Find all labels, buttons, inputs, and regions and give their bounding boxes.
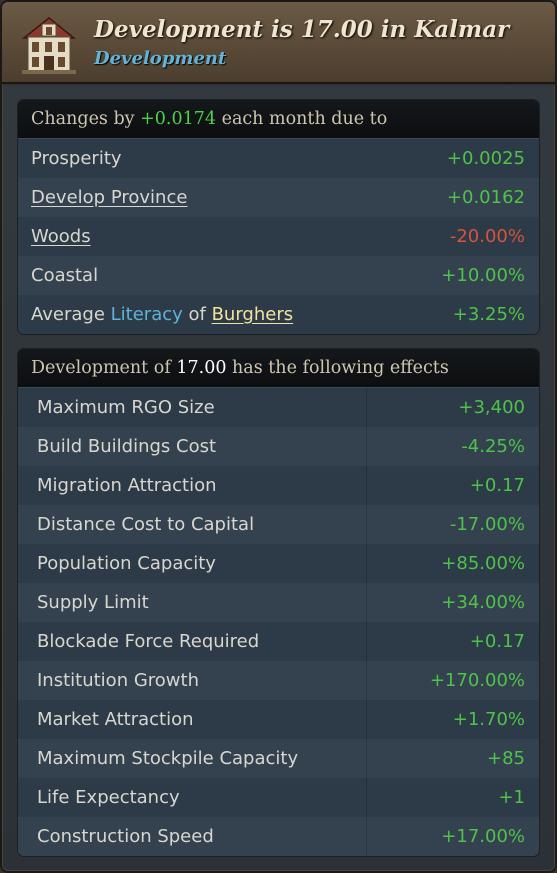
prosperity-value: +0.0025	[446, 148, 525, 169]
effect-row: Migration Attraction +0.17	[18, 466, 539, 505]
effect-value: -17.00%	[449, 514, 525, 535]
effect-label: Market Attraction	[37, 709, 194, 730]
effects-heading: Development of 17.00 has the following e…	[18, 349, 539, 388]
effect-row: Market Attraction +1.70%	[18, 700, 539, 739]
effect-value: -4.25%	[461, 436, 525, 457]
coastal-label: Coastal	[31, 265, 99, 286]
literacy-term: Literacy	[110, 304, 183, 325]
literacy-label-prefix: Average	[31, 304, 111, 325]
development-value: 17.00	[176, 358, 227, 378]
effects-list: Maximum RGO Size +3,400 Build Buildings C…	[18, 388, 539, 856]
effect-label: Supply Limit	[37, 592, 149, 613]
changes-list: Prosperity +0.0025 Develop Province +0.0…	[18, 139, 539, 334]
tooltip-title: Development is 17.00 in Kalmar	[94, 16, 510, 43]
effect-value: +85.00%	[441, 553, 525, 574]
effect-value: +85	[487, 748, 525, 769]
effect-value: +0.17	[469, 475, 525, 496]
monthly-change-value: +0.0174	[140, 109, 217, 129]
effect-label: Build Buildings Cost	[37, 436, 217, 457]
effect-row: Blockade Force Required +0.17	[18, 622, 539, 661]
effects-heading-suffix: has the following effects	[226, 358, 449, 378]
literacy-label: Average Literacy of Burghers	[31, 295, 293, 334]
change-row-woods[interactable]: Woods -20.00%	[18, 217, 539, 256]
effect-label: Migration Attraction	[37, 475, 217, 496]
woods-link[interactable]: Woods	[31, 226, 91, 247]
effect-value: +170.00%	[429, 670, 525, 691]
change-row-literacy: Average Literacy of Burghers +3.25%	[18, 295, 539, 334]
literacy-label-mid: of	[182, 304, 212, 325]
effect-row: Supply Limit +34.00%	[18, 583, 539, 622]
effect-label: Distance Cost to Capital	[37, 514, 255, 535]
effect-label: Maximum Stockpile Capacity	[37, 748, 299, 769]
effect-value: +17.00%	[441, 826, 525, 847]
burghers-link[interactable]: Burghers	[211, 304, 294, 325]
effect-row: Maximum RGO Size +3,400	[18, 388, 539, 427]
woods-value: -20.00%	[449, 226, 525, 247]
effect-label: Blockade Force Required	[37, 631, 260, 652]
develop-province-value: +0.0162	[446, 187, 525, 208]
building-icon	[21, 17, 77, 74]
effect-label: Maximum RGO Size	[37, 397, 215, 418]
effect-value: +0.17	[469, 631, 525, 652]
tooltip-header: Development is 17.00 in Kalmar Developme…	[2, 2, 555, 86]
change-row-prosperity: Prosperity +0.0025	[18, 139, 539, 178]
prosperity-label: Prosperity	[31, 148, 122, 169]
effect-row: Life Expectancy +1	[18, 778, 539, 817]
changes-section: Changes by +0.0174 each month due to Pro…	[18, 100, 539, 334]
effect-value: +1.70%	[452, 709, 525, 730]
change-row-coastal: Coastal +10.00%	[18, 256, 539, 295]
change-row-develop-province[interactable]: Develop Province +0.0162	[18, 178, 539, 217]
changes-heading-prefix: Changes by	[31, 109, 141, 129]
effect-label: Construction Speed	[37, 826, 214, 847]
coastal-value: +10.00%	[441, 265, 525, 286]
effect-label: Life Expectancy	[37, 787, 180, 808]
effect-label: Population Capacity	[37, 553, 216, 574]
literacy-value: +3.25%	[452, 304, 525, 325]
effect-value: +3,400	[458, 397, 525, 418]
effect-label: Institution Growth	[37, 670, 199, 691]
changes-heading-suffix: each month due to	[216, 109, 388, 129]
effects-section: Development of 17.00 has the following e…	[18, 349, 539, 856]
effect-value: +34.00%	[441, 592, 525, 613]
effect-value: +1	[498, 787, 525, 808]
effect-row: Maximum Stockpile Capacity +85	[18, 739, 539, 778]
effect-row: Build Buildings Cost -4.25%	[18, 427, 539, 466]
effects-heading-prefix: Development of	[31, 358, 177, 378]
develop-province-link[interactable]: Develop Province	[31, 187, 188, 208]
changes-heading: Changes by +0.0174 each month due to	[18, 100, 539, 139]
tooltip-subtitle: Development	[94, 48, 227, 69]
effect-row: Population Capacity +85.00%	[18, 544, 539, 583]
effect-row: Construction Speed +17.00%	[18, 817, 539, 856]
effect-row: Distance Cost to Capital -17.00%	[18, 505, 539, 544]
effect-row: Institution Growth +170.00%	[18, 661, 539, 700]
